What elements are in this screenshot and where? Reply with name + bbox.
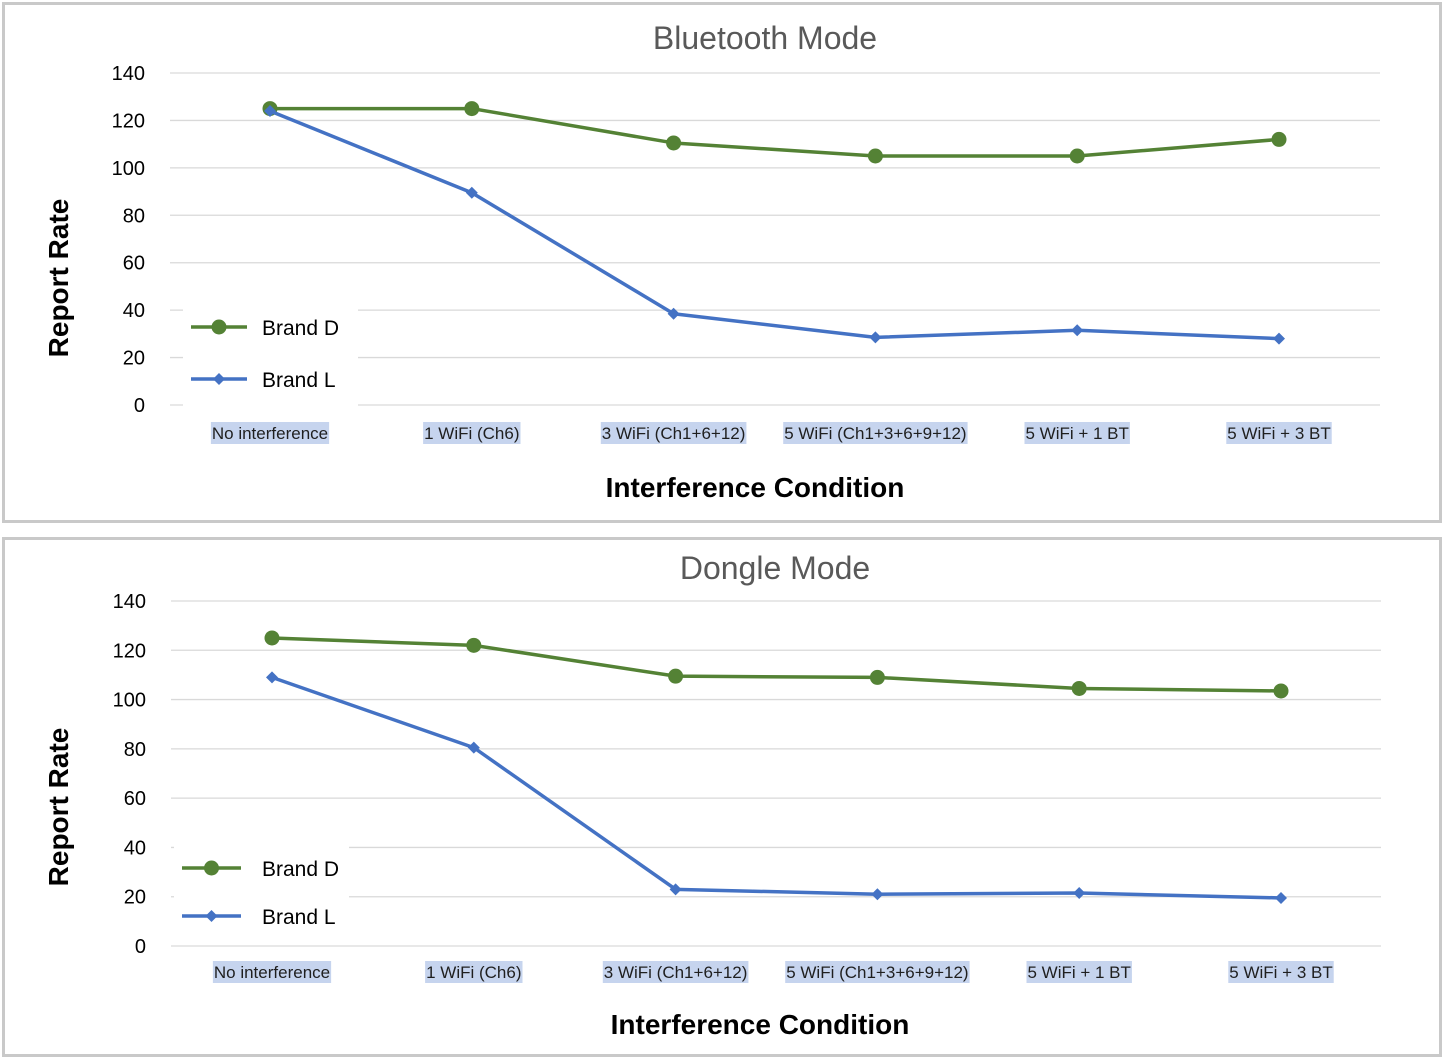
svg-text:5 WiFi + 3 BT: 5 WiFi + 3 BT (1229, 963, 1332, 982)
y-tick-label: 40 (124, 837, 146, 859)
x-tick-label: 5 WiFi (Ch1+3+6+9+12) (783, 422, 968, 444)
data-point (266, 671, 278, 684)
svg-text:No interference: No interference (214, 963, 330, 982)
chart-dongle-mode: Dongle Mode 0 20 40 60 80 100 120 140 No interfer… (43, 550, 1381, 1040)
data-point (1071, 324, 1084, 337)
data-point (871, 888, 884, 901)
y-tick-label: 60 (123, 253, 145, 275)
x-axis-label: Interference Condition (611, 1009, 910, 1040)
svg-text:No interference: No interference (212, 424, 328, 443)
data-point (667, 307, 680, 320)
data-point (1271, 131, 1287, 147)
y-tick-label: 0 (135, 936, 146, 958)
x-tick-label: 5 WiFi (Ch1+3+6+9+12) (785, 961, 970, 983)
legend-item: Brand L (191, 369, 336, 392)
data-point (1273, 332, 1285, 345)
x-tick-label: 3 WiFi (Ch1+6+12) (600, 422, 747, 444)
y-tick-label: 60 (124, 788, 146, 810)
chart-bluetooth-mode: Bluetooth Mode 0 20 40 60 80 100 120 140 No inter… (43, 20, 1380, 503)
series-line-brand-d (271, 636, 1282, 693)
chart-panel-bluetooth: Bluetooth Mode 0 20 40 60 80 100 120 140 No inter… (2, 2, 1442, 523)
svg-text:Brand L: Brand L (262, 369, 336, 392)
x-tick-label: 1 WiFi (Ch6) (423, 422, 521, 444)
series-line-brand-l (271, 675, 1282, 900)
svg-text:3 WiFi (Ch1+6+12): 3 WiFi (Ch1+6+12) (602, 424, 746, 443)
y-tick-label: 140 (112, 63, 145, 85)
x-tick-label: No interference (212, 961, 332, 983)
x-tick-label: 5 WiFi + 3 BT (1228, 961, 1334, 983)
chart-panel-dongle: Dongle Mode 0 20 40 60 80 100 120 140 No interfer… (2, 537, 1442, 1057)
y-tick-label: 100 (112, 158, 145, 180)
svg-text:5 WiFi (Ch1+3+6+9+12): 5 WiFi (Ch1+3+6+9+12) (784, 424, 966, 443)
data-point (1273, 683, 1289, 699)
x-tick-label: 5 WiFi + 1 BT (1026, 961, 1132, 983)
y-tick-label: 20 (123, 348, 145, 370)
chart-title: Dongle Mode (680, 550, 870, 586)
y-tick-label: 0 (134, 395, 145, 417)
svg-text:5 WiFi + 1 BT: 5 WiFi + 1 BT (1027, 963, 1130, 982)
y-axis-label: Report Rate (43, 199, 74, 358)
y-axis-label: Report Rate (43, 728, 74, 887)
x-tick-label: 5 WiFi + 1 BT (1024, 422, 1130, 444)
svg-text:5 WiFi (Ch1+3+6+9+12): 5 WiFi (Ch1+3+6+9+12) (786, 963, 968, 982)
data-point (264, 104, 276, 117)
legend-item: Brand D (191, 317, 339, 340)
svg-text:1 WiFi (Ch6): 1 WiFi (Ch6) (424, 424, 519, 443)
y-tick-label: 120 (113, 640, 146, 662)
data-point (464, 101, 480, 117)
data-point (465, 186, 478, 199)
data-point (1275, 891, 1287, 904)
data-point (264, 630, 280, 646)
legend-item: Brand L (182, 906, 336, 929)
data-point (1069, 148, 1085, 164)
data-point (869, 331, 882, 344)
data-point (668, 668, 684, 684)
legend-item: Brand D (182, 858, 339, 881)
x-axis-label: Interference Condition (606, 472, 905, 503)
data-point (867, 148, 883, 164)
data-point (467, 741, 480, 754)
svg-text:5 WiFi + 3 BT: 5 WiFi + 3 BT (1227, 424, 1330, 443)
y-tick-label: 80 (124, 739, 146, 761)
series-line-brand-d (270, 106, 1280, 158)
data-point (869, 669, 885, 685)
x-tick-label: No interference (210, 422, 330, 444)
y-tick-label: 20 (124, 887, 146, 909)
legend: Brand D Brand L (183, 299, 358, 407)
svg-text:Brand D: Brand D (262, 317, 339, 340)
data-point (1073, 887, 1086, 900)
data-point (669, 883, 682, 896)
y-tick-label: 80 (123, 205, 145, 227)
series-line-brand-l (269, 109, 1280, 341)
chart-title: Bluetooth Mode (653, 20, 877, 56)
x-tick-label: 5 WiFi + 3 BT (1226, 422, 1332, 444)
svg-text:3 WiFi (Ch1+6+12): 3 WiFi (Ch1+6+12) (604, 963, 748, 982)
x-tick-label: 1 WiFi (Ch6) (425, 961, 523, 983)
svg-text:Brand L: Brand L (262, 906, 336, 929)
y-tick-label: 140 (113, 591, 146, 613)
x-tick-label: 3 WiFi (Ch1+6+12) (602, 961, 749, 983)
data-point (1071, 680, 1087, 696)
y-tick-label: 120 (112, 110, 145, 132)
y-tick-label: 100 (113, 690, 146, 712)
svg-text:5 WiFi + 1 BT: 5 WiFi + 1 BT (1025, 424, 1128, 443)
y-tick-label: 40 (123, 300, 145, 322)
svg-text:1 WiFi (Ch6): 1 WiFi (Ch6) (426, 963, 521, 982)
data-point (666, 135, 682, 151)
data-point (466, 637, 482, 653)
svg-text:Brand D: Brand D (262, 858, 339, 881)
legend: Brand D Brand L (174, 840, 349, 944)
